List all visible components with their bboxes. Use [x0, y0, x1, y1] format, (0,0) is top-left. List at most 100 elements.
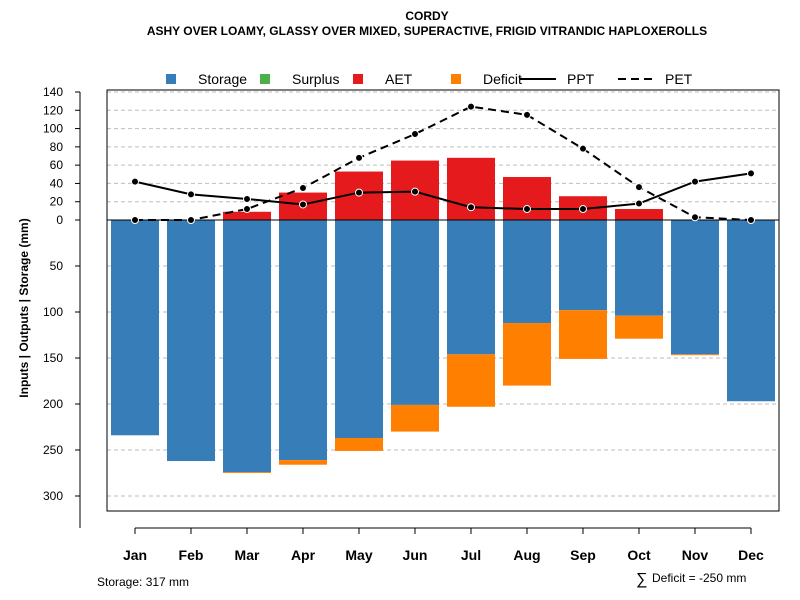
y-tick-label: 120	[43, 103, 63, 117]
pet-point-mar	[243, 205, 251, 214]
chart-subtitle: ASHY OVER LOAMY, GLASSY OVER MIXED, SUPE…	[147, 24, 707, 38]
y-tick-label: 0	[56, 213, 63, 227]
ppt-point-jun	[411, 187, 419, 196]
y-axis-label: Inputs | Outputs | Storage (mm)	[17, 218, 31, 397]
y-tick-label: 80	[50, 140, 64, 154]
x-axis: Jan Feb Mar Apr May Jun Jul Aug Sep Oct Nov Dec	[123, 527, 764, 563]
deficit-bar-apr	[279, 460, 327, 465]
y-tick-label: 300	[43, 489, 63, 503]
ppt-line	[134, 172, 752, 211]
x-tick-label-mar: Mar	[235, 547, 260, 563]
storage-bar-mar	[223, 220, 271, 473]
pet-point-jul	[467, 102, 475, 111]
storage-bar-may	[335, 220, 383, 439]
plot-frame	[106, 89, 780, 512]
legend-label-aet: AET	[385, 71, 413, 87]
y-tick-label: 200	[43, 397, 63, 411]
x-tick-label-sep: Sep	[570, 547, 596, 563]
legend-label-deficit: Deficit	[483, 71, 522, 87]
ppt-point-mar	[243, 194, 251, 203]
ppt-point-sep	[579, 205, 587, 214]
sum-symbol: ∑	[636, 571, 647, 588]
y-tick-label: 100	[43, 122, 63, 136]
deficit-bar-sep	[559, 310, 607, 359]
storage-bar-feb	[167, 220, 215, 462]
legend-swatch-aet	[353, 74, 363, 84]
storage-bar-dec	[727, 220, 775, 402]
x-tick-label-apr: Apr	[291, 547, 316, 563]
x-tick-label-jun: Jun	[403, 547, 428, 563]
ppt-point-jan	[131, 177, 139, 186]
storage-bar-apr	[279, 220, 327, 461]
storage-bar-jun	[391, 220, 439, 405]
ppt-point-apr	[299, 200, 307, 209]
storage-bar-sep	[559, 220, 607, 311]
storage-bar-oct	[615, 220, 663, 316]
ppt-point-aug	[523, 205, 531, 214]
ppt-point-feb	[187, 190, 195, 199]
deficit-bar-mar	[223, 472, 271, 473]
lines	[131, 102, 755, 224]
pet-point-may	[355, 153, 363, 162]
x-tick-label-jan: Jan	[123, 547, 147, 563]
pet-point-oct	[635, 183, 643, 192]
y-tick-label: 250	[43, 443, 63, 457]
x-tick-label-nov: Nov	[682, 547, 709, 563]
deficit-bar-oct	[615, 315, 663, 339]
legend: Storage Surplus AET Deficit PPT PET	[166, 71, 693, 87]
ppt-point-nov	[691, 177, 699, 186]
bars	[111, 157, 775, 473]
pet-point-jan	[131, 216, 139, 224]
pet-point-jun	[411, 130, 419, 139]
storage-bar-jul	[447, 220, 495, 355]
x-tick-label-jul: Jul	[461, 547, 481, 563]
storage-footnote: Storage: 317 mm	[97, 575, 189, 589]
legend-swatch-surplus	[260, 74, 270, 84]
pet-line	[135, 105, 752, 221]
pet-point-feb	[187, 216, 195, 224]
deficit-bar-jun	[391, 404, 439, 432]
deficit-bar-nov	[671, 354, 719, 356]
y-tick-label: 140	[43, 85, 63, 99]
chart-title: CORDY	[405, 9, 448, 23]
ppt-point-jul	[467, 203, 475, 212]
y-tick-label: 50	[50, 259, 64, 273]
aet-bar-mar	[223, 211, 271, 220]
pet-point-apr	[299, 184, 307, 192]
legend-label-surplus: Surplus	[292, 71, 339, 87]
x-tick-label-dec: Dec	[738, 547, 764, 563]
legend-label-pet: PET	[665, 71, 693, 87]
y-tick-label: 150	[43, 351, 63, 365]
ppt-point-oct	[635, 199, 643, 208]
y-tick-label: 100	[43, 305, 63, 319]
y-tick-label: 40	[50, 176, 64, 190]
storage-bar-aug	[503, 220, 551, 324]
pet-point-aug	[523, 110, 531, 119]
legend-label-storage: Storage	[198, 71, 247, 87]
deficit-bar-aug	[503, 323, 551, 386]
x-tick-label-feb: Feb	[179, 547, 204, 563]
deficit-footnote: Deficit = -250 mm	[652, 571, 746, 585]
legend-label-ppt: PPT	[567, 71, 595, 87]
legend-swatch-storage	[166, 74, 176, 84]
x-tick-label-oct: Oct	[627, 547, 651, 563]
ppt-point-may	[355, 188, 363, 197]
aet-bar-aug	[503, 177, 551, 220]
deficit-bar-may	[335, 438, 383, 451]
pet-point-nov	[691, 213, 699, 222]
storage-bar-jan	[111, 220, 159, 436]
storage-bar-nov	[671, 220, 719, 355]
y-tick-label: 20	[50, 195, 64, 209]
deficit-bar-jul	[447, 354, 495, 407]
aet-bar-oct	[615, 209, 663, 220]
pet-point-sep	[579, 144, 587, 153]
x-tick-label-aug: Aug	[513, 547, 540, 563]
pet-point-dec	[747, 216, 755, 224]
gridlines	[107, 91, 779, 497]
legend-swatch-deficit	[451, 74, 461, 84]
x-tick-label-may: May	[345, 547, 372, 563]
ppt-point-dec	[747, 169, 755, 178]
y-tick-label: 60	[50, 158, 64, 172]
y-axis: 0 20 40 60 80 100 120 140 50 100 150 200 250 300	[43, 85, 81, 528]
